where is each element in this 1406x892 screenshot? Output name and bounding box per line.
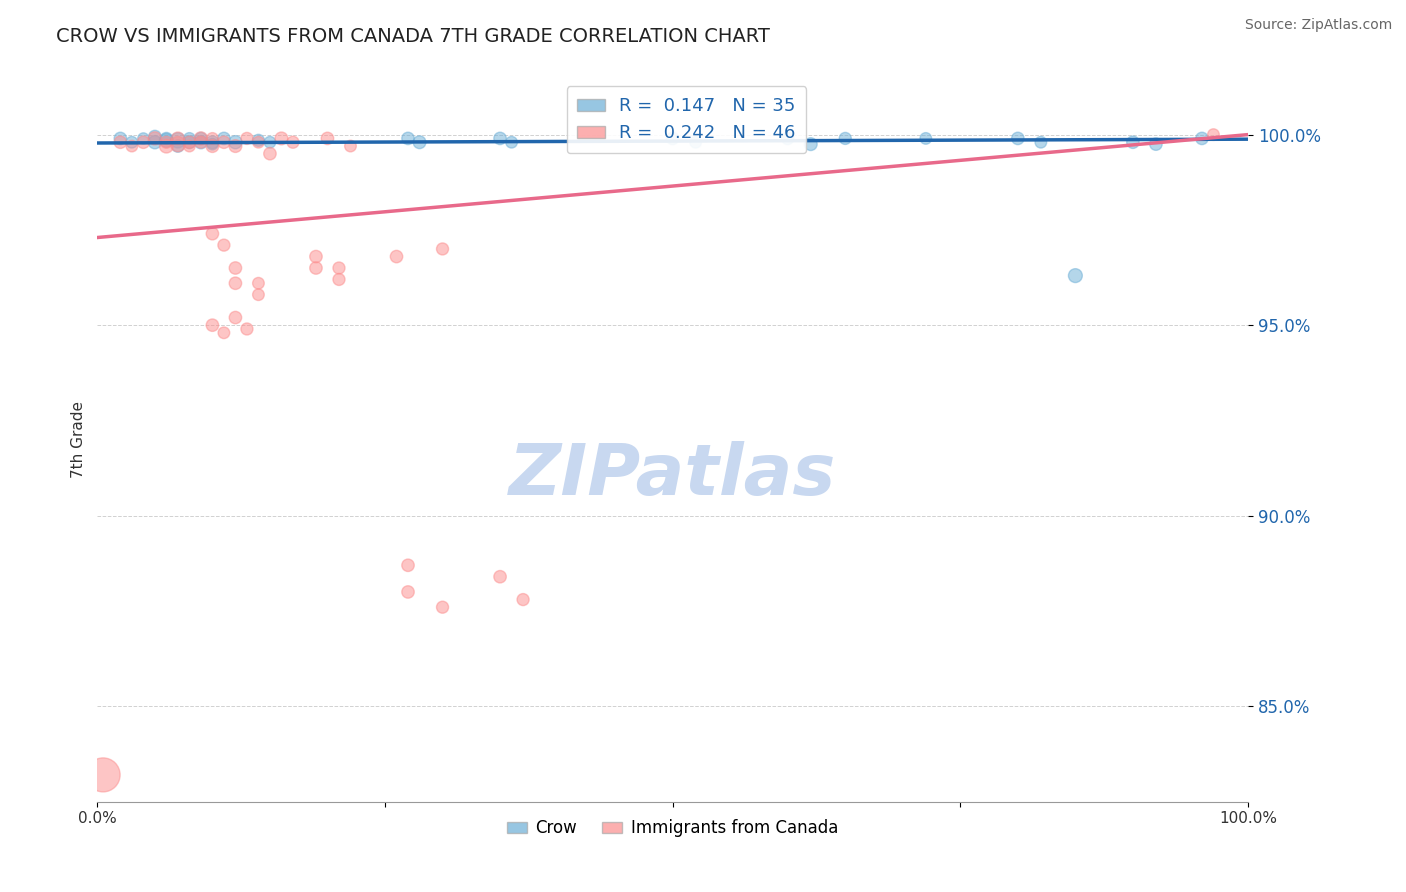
Point: [167, 131, 190, 145]
Point: [212, 326, 235, 340]
Point: [281, 135, 304, 149]
Point: [236, 131, 259, 145]
Point: [212, 131, 235, 145]
Point: [155, 139, 177, 153]
Point: [212, 238, 235, 252]
Point: [224, 277, 246, 291]
Point: [212, 135, 235, 149]
Point: [121, 135, 143, 149]
Point: [224, 135, 246, 149]
Point: [190, 135, 212, 149]
Point: [201, 135, 224, 149]
Point: [328, 260, 350, 275]
Point: [396, 558, 419, 573]
Point: [385, 250, 408, 264]
Point: [179, 135, 201, 149]
Point: [110, 135, 132, 149]
Point: [512, 592, 534, 607]
Point: [305, 260, 328, 275]
Point: [179, 139, 201, 153]
Point: [190, 135, 212, 149]
Point: [305, 250, 328, 264]
Point: [408, 135, 430, 149]
Point: [1122, 135, 1144, 149]
Point: [155, 133, 177, 147]
Point: [247, 135, 270, 149]
Point: [247, 133, 270, 147]
Point: [224, 260, 246, 275]
Point: [247, 277, 270, 291]
Point: [201, 137, 224, 152]
Point: [121, 139, 143, 153]
Point: [396, 585, 419, 599]
Point: [1007, 131, 1029, 145]
Point: [167, 137, 190, 152]
Point: [224, 310, 246, 325]
Point: [179, 131, 201, 145]
Point: [247, 287, 270, 301]
Point: [489, 570, 512, 584]
Point: [270, 131, 292, 145]
Text: ZIPatlas: ZIPatlas: [509, 442, 837, 510]
Point: [396, 131, 419, 145]
Point: [259, 135, 281, 149]
Point: [661, 131, 683, 145]
Point: [143, 129, 166, 144]
Point: [155, 135, 177, 149]
Legend: Crow, Immigrants from Canada: Crow, Immigrants from Canada: [501, 813, 845, 844]
Point: [201, 318, 224, 333]
Point: [685, 135, 707, 149]
Y-axis label: 7th Grade: 7th Grade: [72, 401, 86, 478]
Point: [1191, 131, 1213, 145]
Point: [1029, 135, 1052, 149]
Point: [339, 139, 361, 153]
Point: [190, 131, 212, 145]
Point: [201, 131, 224, 145]
Point: [132, 131, 155, 145]
Point: [143, 131, 166, 145]
Point: [776, 131, 799, 145]
Point: [834, 131, 856, 145]
Point: [155, 131, 177, 145]
Point: [132, 135, 155, 149]
Point: [1202, 128, 1225, 142]
Point: [914, 131, 936, 145]
Point: [489, 131, 512, 145]
Point: [501, 135, 523, 149]
Point: [179, 135, 201, 149]
Point: [432, 600, 454, 615]
Point: [1064, 268, 1087, 283]
Point: [259, 146, 281, 161]
Point: [167, 139, 190, 153]
Point: [328, 272, 350, 286]
Point: [316, 131, 339, 145]
Point: [190, 131, 212, 145]
Text: Source: ZipAtlas.com: Source: ZipAtlas.com: [1244, 18, 1392, 32]
Point: [800, 137, 823, 152]
Text: CROW VS IMMIGRANTS FROM CANADA 7TH GRADE CORRELATION CHART: CROW VS IMMIGRANTS FROM CANADA 7TH GRADE…: [56, 27, 770, 45]
Point: [91, 768, 114, 782]
Point: [143, 135, 166, 149]
Point: [167, 133, 190, 147]
Point: [224, 139, 246, 153]
Point: [432, 242, 454, 256]
Point: [201, 227, 224, 241]
Point: [201, 139, 224, 153]
Point: [236, 322, 259, 336]
Point: [110, 131, 132, 145]
Point: [1144, 137, 1167, 152]
